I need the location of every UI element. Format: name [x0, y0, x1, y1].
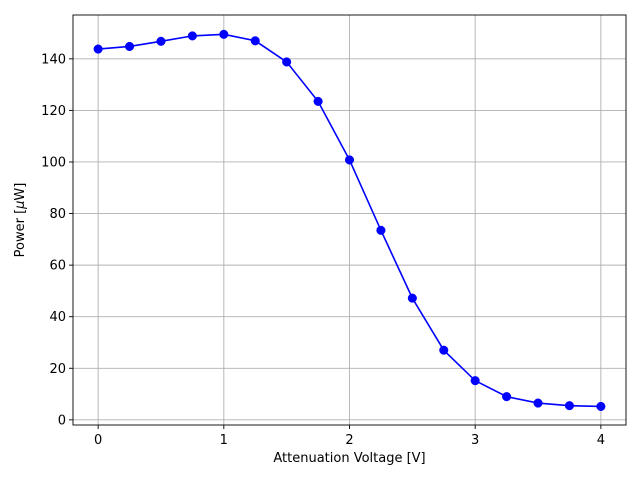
data-point-0-7: [313, 96, 323, 106]
data-point-0-14: [533, 398, 543, 408]
data-point-0-4: [219, 29, 229, 39]
y-tick-label-2: 40: [49, 310, 66, 325]
data-point-0-6: [282, 57, 292, 67]
data-point-0-1: [125, 41, 135, 52]
data-point-0-0: [93, 44, 103, 54]
data-point-0-3: [187, 31, 197, 41]
y-tick-label-4: 80: [49, 207, 66, 222]
data-point-0-15: [564, 401, 574, 411]
data-point-0-9: [376, 225, 386, 235]
data-point-0-11: [439, 345, 449, 355]
y-tick-label-5: 100: [41, 155, 66, 170]
y-tick-label-0: 0: [58, 413, 66, 428]
grid: [73, 15, 626, 425]
data-point-0-12: [470, 376, 480, 386]
data-point-0-13: [502, 392, 512, 402]
y-axis-label-mu: μ: [13, 201, 28, 210]
y-tick-label-1: 20: [49, 362, 66, 377]
x-tick-label-3: 3: [471, 433, 479, 448]
x-tick-label-4: 4: [597, 433, 605, 448]
y-axis-label-suffix: W]: [13, 183, 28, 201]
data-point-0-8: [344, 155, 355, 165]
x-tick-label-1: 1: [220, 433, 228, 448]
series: [93, 29, 606, 411]
y-axis-label-prefix: Power [: [13, 209, 28, 258]
data-point-0-2: [156, 36, 166, 46]
data-point-0-16: [596, 401, 606, 411]
y-axis-label: Power [μW]: [13, 183, 28, 258]
axes-frame: [72, 14, 627, 426]
y-tick-label-3: 60: [49, 259, 66, 274]
x-tick-label-0: 0: [94, 433, 102, 448]
y-tick-label-7: 140: [41, 52, 66, 67]
data-point-0-5: [250, 36, 260, 46]
data-point-0-10: [407, 293, 417, 303]
x-axis-label: Attenuation Voltage [V]: [273, 451, 425, 466]
y-tick-label-6: 120: [41, 104, 66, 119]
x-tick-label-2: 2: [345, 433, 353, 448]
